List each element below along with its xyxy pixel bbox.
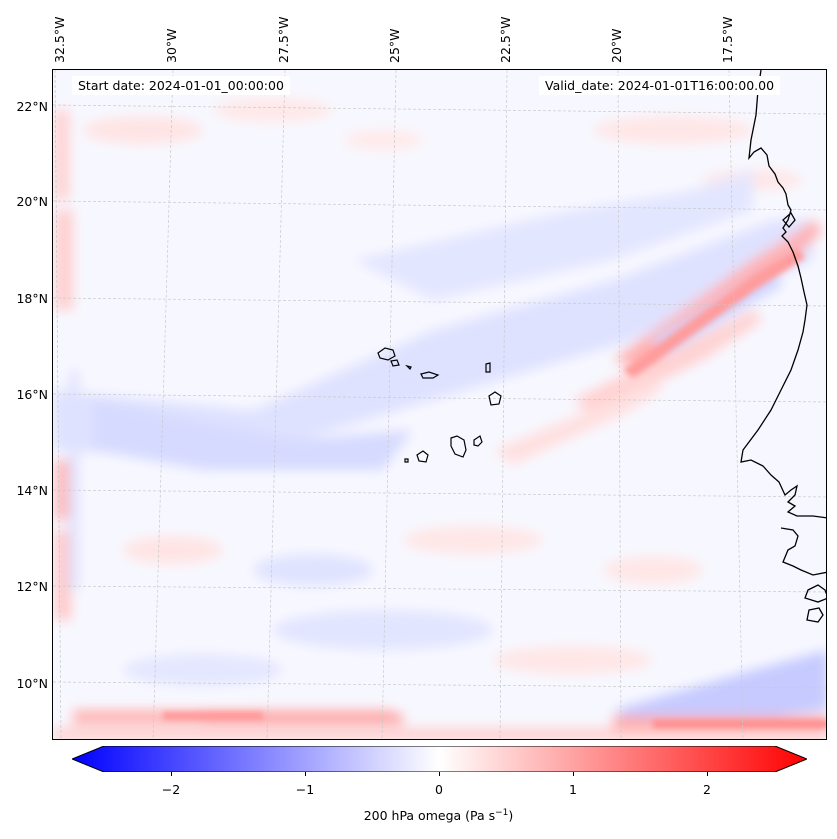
colorbar-tick-label: −2: [161, 782, 181, 797]
lon-label-27-5w: 27.5°W: [276, 16, 291, 63]
colorbar-tick-label: −1: [295, 782, 315, 797]
lon-label-30w: 30°W: [164, 28, 179, 63]
colorbar: [70, 745, 809, 773]
map-panel: [52, 69, 827, 740]
lat-label-20n: 20°N: [16, 194, 48, 209]
colorbar-tick-label: 1: [569, 782, 577, 797]
colorbar-tick-mark: [439, 772, 440, 776]
lon-label-22-5w: 22.5°W: [498, 16, 513, 63]
african-coastline: [740, 70, 826, 519]
colorbar-tick-mark: [573, 772, 574, 776]
colorbar-tick-label: 2: [703, 782, 711, 797]
lat-label-10n: 10°N: [16, 676, 48, 691]
lat-label-22n: 22°N: [16, 99, 48, 114]
lat-label-14n: 14°N: [16, 483, 48, 498]
colorbar-title: 200 hPa omega (Pa s−1): [363, 808, 514, 824]
lat-label-18n: 18°N: [16, 291, 48, 306]
colorbar-graphic: [70, 745, 809, 773]
lat-label-12n: 12°N: [16, 579, 48, 594]
colorbar-tick-label: 0: [435, 782, 443, 797]
cape-verde-islands: [377, 347, 502, 463]
colorbar-tick-mark: [305, 772, 306, 776]
valid-date-label: Valid_date: 2024-01-01T16:00:00.00: [539, 76, 781, 95]
lat-label-16n: 16°N: [16, 387, 48, 402]
omega-field-map: [53, 70, 826, 739]
lon-label-32-5w: 32.5°W: [52, 16, 67, 63]
lon-label-17-5w: 17.5°W: [720, 16, 735, 63]
lon-label-25w: 25°W: [387, 28, 402, 63]
colorbar-tick-mark: [171, 772, 172, 776]
graticule: [53, 70, 826, 739]
colorbar-tick-mark: [707, 772, 708, 776]
start-date-label: Start date: 2024-01-01_00:00:00: [72, 76, 290, 95]
lon-label-20w: 20°W: [609, 28, 624, 63]
